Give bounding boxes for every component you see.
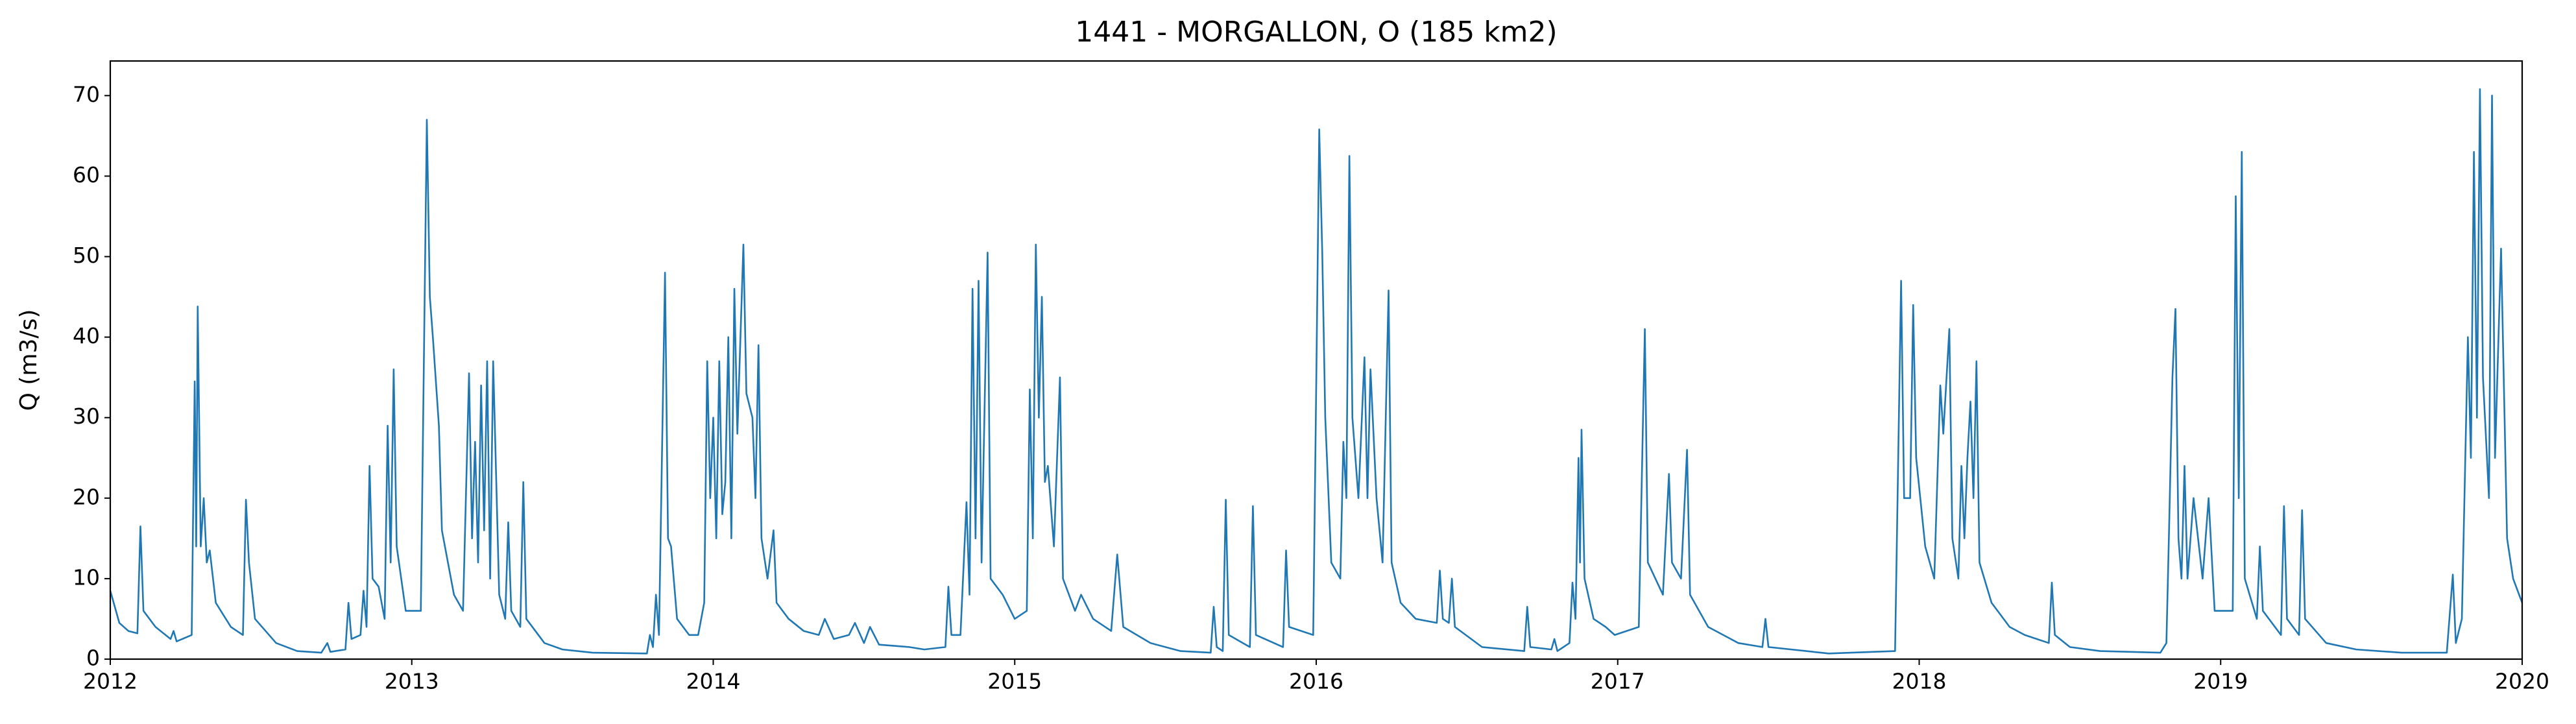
chart-title: 1441 - MORGALLON, O (185 km2): [1075, 16, 1557, 49]
x-tick-label: 2018: [1892, 669, 1947, 694]
x-tick-label: 2013: [385, 669, 439, 694]
data-line: [109, 88, 2523, 655]
y-axis-label: Q (m3/s): [16, 309, 42, 411]
y-tick-label: 60: [73, 162, 100, 187]
plot-frame: [109, 60, 2523, 660]
y-tick-label: 40: [73, 323, 100, 348]
y-tick-label: 10: [73, 564, 100, 590]
x-tick-label: 2017: [1591, 669, 1645, 694]
y-tick-label: 30: [73, 404, 100, 429]
x-tick-label: 2012: [83, 669, 138, 694]
y-tick-label: 50: [73, 243, 100, 268]
y-tick-label: 20: [73, 484, 100, 509]
y-tick-label: 0: [86, 646, 100, 671]
x-tick-label: 2014: [686, 669, 741, 694]
x-tick-label: 2016: [1289, 669, 1343, 694]
y-tick-label: 70: [73, 82, 100, 107]
x-tick-label: 2019: [2193, 669, 2248, 694]
x-tick-label: 2015: [987, 669, 1042, 694]
x-tick-label: 2020: [2495, 669, 2549, 694]
